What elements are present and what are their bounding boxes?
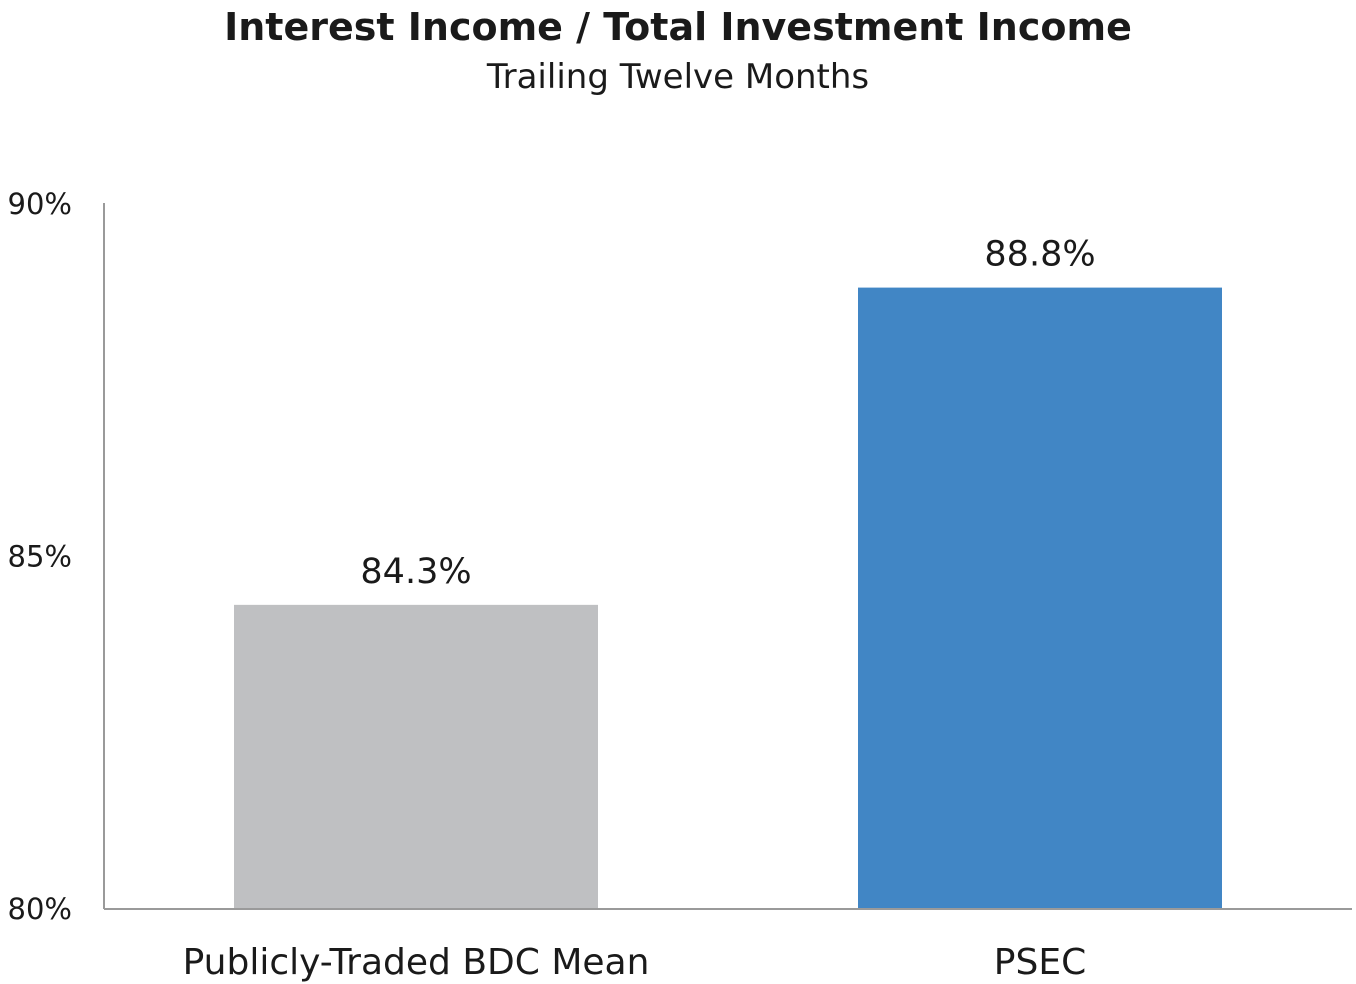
- y-tick-label: 85%: [8, 540, 72, 574]
- x-tick-label: Publicly-Traded BDC Mean: [183, 942, 650, 983]
- x-tick-label: PSEC: [994, 942, 1086, 983]
- y-axis-ticks: 80% 85% 90%: [8, 187, 72, 926]
- bar-data-labels: 84.3% 88.8%: [360, 235, 1095, 592]
- x-axis-labels: Publicly-Traded BDC Mean PSEC: [183, 942, 1087, 983]
- bars: [234, 287, 1222, 909]
- y-tick-label: 90%: [8, 187, 72, 221]
- bar-data-label: 84.3%: [360, 552, 471, 592]
- axes: [103, 203, 1352, 910]
- bar-data-label: 88.8%: [984, 235, 1095, 275]
- y-tick-label: 80%: [8, 892, 72, 926]
- chart-subtitle: Trailing Twelve Months: [486, 57, 870, 97]
- bar: [858, 287, 1222, 909]
- chart-title: Interest Income / Total Investment Incom…: [224, 5, 1132, 49]
- bar: [234, 604, 598, 908]
